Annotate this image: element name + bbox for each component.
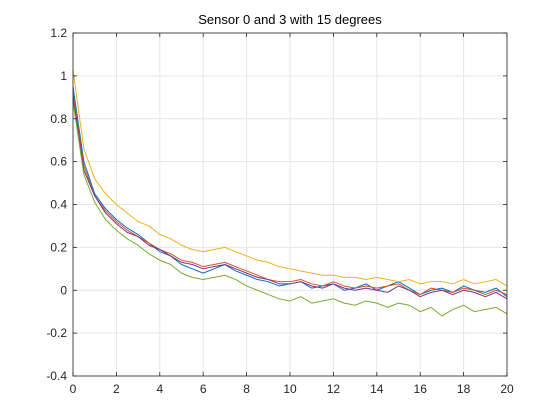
y-tick-label: 0.6 — [50, 155, 67, 169]
y-tick-label: 1.2 — [50, 26, 67, 40]
y-tick-label: 1 — [60, 69, 67, 83]
x-tick-label: 20 — [500, 382, 514, 396]
series-line-3 — [72, 69, 508, 287]
x-tick-label: 18 — [457, 382, 471, 396]
x-ticks: 0 2 4 6 8 10 12 14 16 18 20 — [70, 33, 514, 396]
y-tick-label: 0.8 — [50, 112, 67, 126]
x-tick-label: 0 — [70, 382, 77, 396]
series-line-2 — [72, 92, 508, 296]
series-lines — [72, 69, 508, 317]
y-tick-label: 0.4 — [50, 198, 67, 212]
x-tick-label: 10 — [283, 382, 297, 396]
x-tick-label: 4 — [156, 382, 163, 396]
y-ticks: -0.4 -0.2 0 0.2 0.4 0.6 0.8 1 1.2 — [46, 26, 507, 383]
series-line-4 — [72, 97, 508, 300]
series-line-5 — [72, 101, 508, 317]
y-tick-label: -0.2 — [46, 326, 67, 340]
y-tick-label: 0.2 — [50, 240, 67, 254]
chart-title: Sensor 0 and 3 with 15 degrees — [198, 12, 382, 27]
x-tick-label: 6 — [200, 382, 207, 396]
y-tick-label: 0 — [60, 283, 67, 297]
x-tick-label: 14 — [370, 382, 384, 396]
x-tick-label: 8 — [243, 382, 250, 396]
y-tick-label: -0.4 — [46, 369, 67, 383]
x-tick-label: 12 — [327, 382, 341, 396]
x-tick-label: 16 — [414, 382, 428, 396]
x-tick-label: 2 — [113, 382, 120, 396]
